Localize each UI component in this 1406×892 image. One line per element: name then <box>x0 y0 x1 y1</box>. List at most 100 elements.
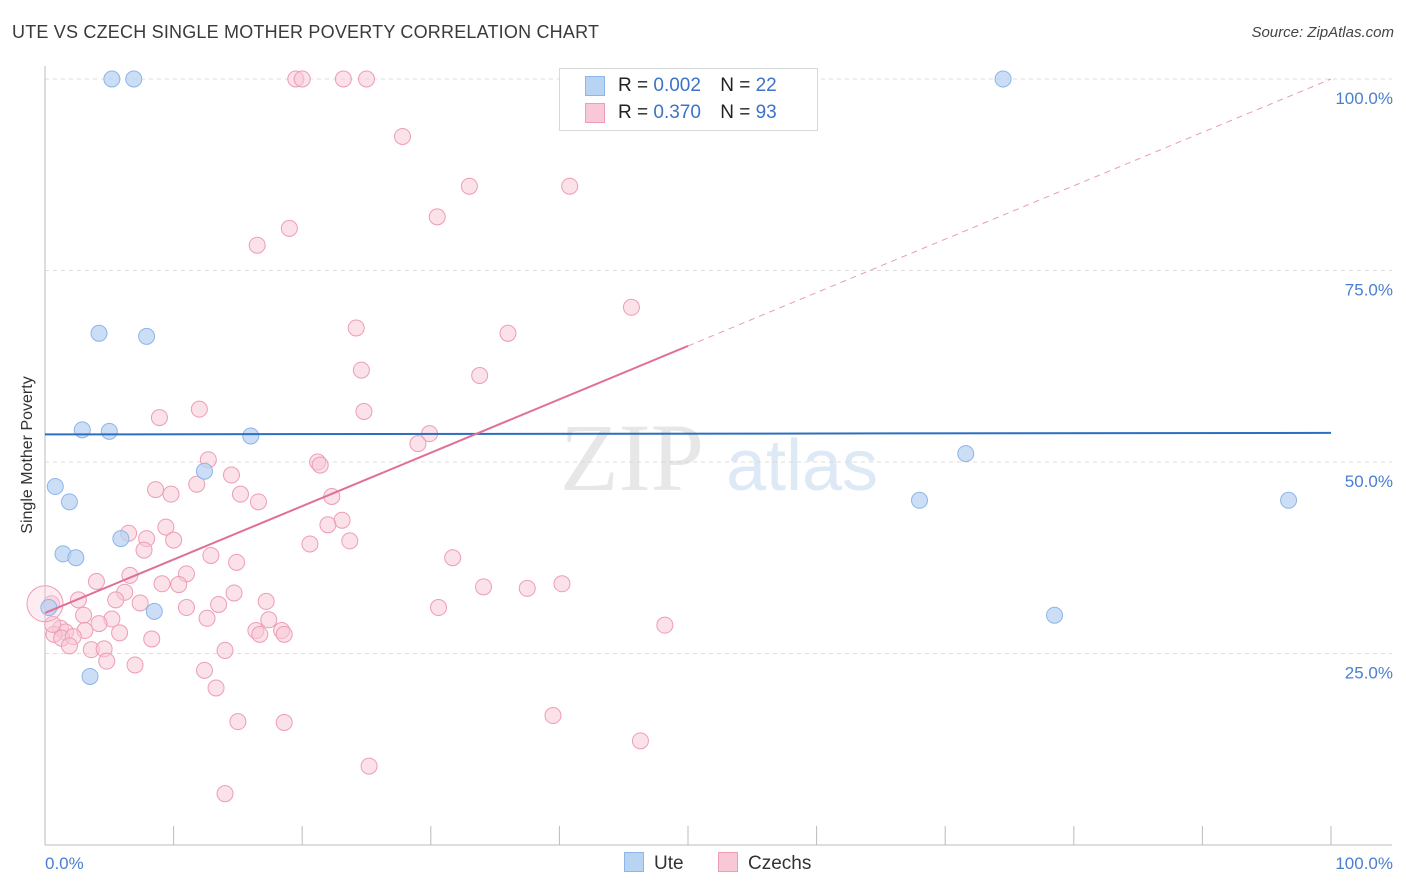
czechs-point-77 <box>60 637 78 655</box>
czechs-point-15 <box>190 400 208 418</box>
czechs-point-39 <box>202 546 220 564</box>
y-tick-label-75: 75.0% <box>1345 281 1393 300</box>
czechs-n-value: 93 <box>755 102 777 123</box>
czechs-point-31 <box>333 511 351 529</box>
czechs-point-29 <box>249 493 267 511</box>
ute-point-10 <box>957 445 975 463</box>
czechs-point-55 <box>210 595 228 613</box>
stats-row-czechs: R = 0.370 N = 93 <box>585 102 777 124</box>
czechs-point-76 <box>275 625 293 643</box>
czechs-point-13 <box>352 361 370 379</box>
ute-swatch <box>585 76 605 96</box>
ute-point-9 <box>195 462 213 480</box>
czechs-point-56 <box>257 592 275 610</box>
czechs-point-90 <box>216 785 234 803</box>
czechs-point-57 <box>177 599 195 617</box>
watermark: ZIP atlas <box>560 404 878 511</box>
czechs-point-26 <box>162 485 180 503</box>
czechs-point-14 <box>471 366 489 384</box>
ute-point-12 <box>60 493 78 511</box>
czechs-point-3 <box>358 70 375 88</box>
czechs-point-5 <box>460 177 478 195</box>
czechs-point-23 <box>222 466 240 484</box>
ute-point-19 <box>145 602 163 620</box>
czechs-point-58 <box>430 599 448 617</box>
ute-point-3 <box>994 70 1012 88</box>
legend-ute[interactable]: Ute <box>624 852 684 875</box>
source-label: Source: ZipAtlas.com <box>1251 24 1394 41</box>
legend-ute-swatch <box>624 852 644 872</box>
czechs-point-62 <box>198 609 216 627</box>
czechs-point-12 <box>499 324 517 342</box>
stats-row-ute: R = 0.002 N = 22 <box>585 75 777 97</box>
czechs-point-48 <box>518 579 536 597</box>
czechs-point-66 <box>656 616 674 634</box>
legend-czechs[interactable]: Czechs <box>718 852 811 875</box>
x-tick-label-max: 100.0% <box>1335 854 1393 873</box>
czechs-swatch <box>585 103 605 123</box>
czechs-point-85 <box>544 707 562 725</box>
x-tick-label-min: 0.0% <box>45 854 84 873</box>
czechs-point-61 <box>90 615 108 633</box>
chart-title: UTE VS CZECH SINGLE MOTHER POVERTY CORRE… <box>12 22 600 42</box>
ute-point-18 <box>40 599 58 617</box>
ute-trend-line <box>44 431 1332 436</box>
czechs-point-88 <box>631 732 649 750</box>
ute-n-value: 22 <box>755 75 777 96</box>
ute-point-21 <box>81 667 99 685</box>
ute-point-14 <box>1280 491 1298 509</box>
czechs-point-36 <box>301 535 319 553</box>
czechs-point-4 <box>394 127 412 145</box>
ute-point-16 <box>67 549 85 567</box>
ute-r-value: 0.002 <box>653 75 701 96</box>
czechs-point-74 <box>143 630 161 648</box>
czechs-point-44 <box>87 572 105 590</box>
czechs-point-47 <box>475 578 493 596</box>
ute-point-4 <box>90 324 108 342</box>
czechs-point-32 <box>319 516 337 534</box>
czechs-point-92 <box>44 615 62 633</box>
czechs-point-89 <box>360 757 378 775</box>
czechs-point-27 <box>231 485 249 503</box>
gridlines <box>45 78 1392 654</box>
czechs-trend-line <box>44 345 689 614</box>
czechs-point-37 <box>341 532 359 550</box>
watermark-zip: ZIP <box>560 404 704 511</box>
czechs-point-84 <box>207 679 225 697</box>
czechs-point-17 <box>355 402 373 420</box>
czechs-point-51 <box>225 584 243 602</box>
czechs-point-9 <box>248 236 266 254</box>
czechs-point-38 <box>135 541 153 559</box>
czechs-point-2 <box>334 70 352 88</box>
y-tick-label-25: 25.0% <box>1345 664 1393 683</box>
czechs-point-45 <box>153 575 171 593</box>
ute-point-1 <box>125 70 143 88</box>
czechs-point-6 <box>561 177 579 195</box>
czechs-point-87 <box>275 713 293 731</box>
ute-point-13 <box>910 491 928 509</box>
ute-point-7 <box>100 422 118 440</box>
czechs-point-11 <box>347 319 365 337</box>
czechs-point-75 <box>251 625 269 643</box>
czechs-point-24 <box>188 475 206 493</box>
trend-lines <box>44 78 1332 614</box>
czechs-point-80 <box>216 641 234 659</box>
czechs-point-73 <box>111 624 129 642</box>
czechs-point-49 <box>553 575 571 593</box>
legend-czechs-swatch <box>718 852 738 872</box>
czechs-point-30 <box>157 518 175 536</box>
czechs-point-83 <box>195 661 213 679</box>
czechs-point-1 <box>293 70 311 88</box>
tick-labels: 25.0% 50.0% 75.0% 100.0% 0.0% 100.0% <box>45 89 1393 873</box>
czechs-point-10 <box>622 298 640 316</box>
czechs-point-7 <box>428 208 446 226</box>
czechs-point-16 <box>150 409 168 427</box>
stats-box: R = 0.002 N = 22 R = 0.370 N = 93 <box>559 68 818 131</box>
czechs-point-22 <box>311 456 329 474</box>
czechs-point-41 <box>444 549 462 567</box>
ute-point-17 <box>112 530 130 548</box>
czechs-point-25 <box>147 481 165 499</box>
ute-point-0 <box>103 70 121 88</box>
czechs-point-35 <box>165 531 183 549</box>
